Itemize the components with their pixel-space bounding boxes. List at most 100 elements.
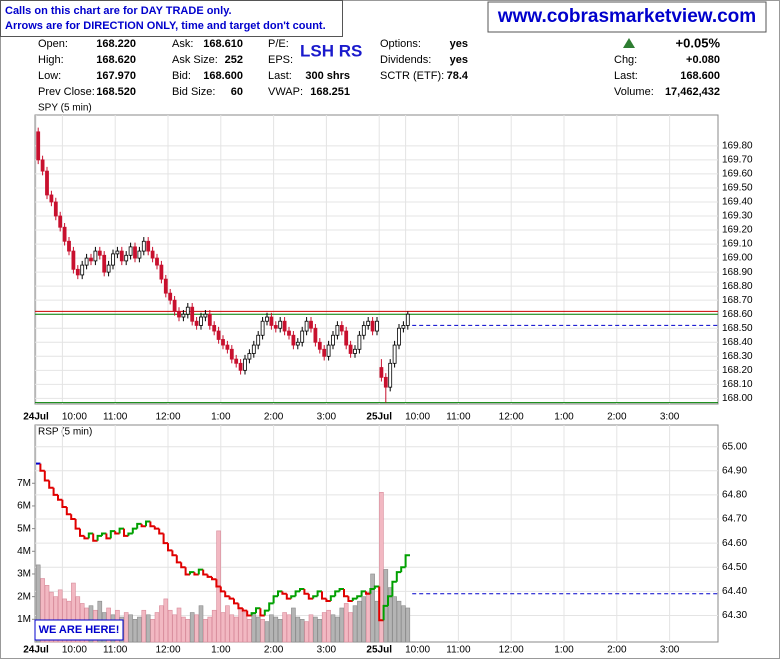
y-tick-label: 169.30 bbox=[722, 211, 753, 222]
volume-bar bbox=[361, 596, 367, 643]
price-step bbox=[312, 595, 318, 599]
quote-label: Low: bbox=[38, 70, 61, 82]
panel-title: SPY (5 min) bbox=[38, 103, 92, 114]
x-tick-label: 2:00 bbox=[607, 645, 627, 656]
price-step bbox=[228, 596, 234, 600]
candle-body bbox=[375, 320, 379, 332]
volume-bar bbox=[167, 609, 173, 643]
quote-value: 168.620 bbox=[96, 54, 136, 66]
volume-bar bbox=[233, 616, 239, 643]
candle-body bbox=[146, 240, 151, 252]
price-step bbox=[321, 591, 327, 600]
price-step bbox=[206, 574, 212, 578]
y-tick-label: 169.00 bbox=[722, 253, 753, 264]
volume-bar bbox=[304, 621, 309, 643]
price-step bbox=[83, 535, 89, 540]
y-tick-label: 169.40 bbox=[722, 197, 753, 208]
price-step bbox=[162, 533, 168, 545]
price-step bbox=[197, 568, 204, 575]
candle-body bbox=[221, 339, 225, 346]
x-tick-label: 3:00 bbox=[317, 412, 337, 423]
volume-bar bbox=[225, 605, 230, 643]
price-step bbox=[268, 602, 274, 611]
price-step bbox=[52, 487, 58, 496]
volume-bar bbox=[194, 614, 199, 643]
volume-bar bbox=[365, 591, 371, 643]
volume-tick-label: 4M bbox=[17, 546, 31, 557]
candle-body bbox=[326, 344, 331, 357]
x-tick-label: 10:00 bbox=[62, 645, 87, 656]
price-step bbox=[325, 598, 331, 603]
volume-bar bbox=[137, 616, 142, 643]
candle-body bbox=[357, 334, 362, 350]
price-step bbox=[263, 609, 270, 616]
quote-value: yes bbox=[450, 38, 468, 50]
quote-label: Open: bbox=[38, 38, 68, 50]
quote-label: Bid: bbox=[172, 70, 191, 82]
candle-body bbox=[339, 325, 344, 332]
quote-value: 168.251 bbox=[310, 86, 350, 98]
quote-label: Volume: bbox=[614, 86, 654, 98]
volume-bar bbox=[40, 578, 45, 643]
quote-label: Last: bbox=[268, 70, 292, 82]
y-tick-label: 169.70 bbox=[722, 155, 753, 166]
candle-body bbox=[45, 170, 49, 196]
price-step bbox=[369, 587, 375, 594]
quote-label: VWAP: bbox=[268, 86, 303, 98]
candle-body bbox=[102, 254, 107, 273]
price-step bbox=[48, 480, 54, 489]
x-tick-label: 3:00 bbox=[660, 412, 680, 423]
volume-bar bbox=[211, 609, 217, 643]
quote-value: yes bbox=[450, 54, 468, 66]
y-tick-label: 168.70 bbox=[722, 295, 753, 306]
price-step bbox=[277, 590, 283, 597]
y-tick-label: 168.80 bbox=[722, 281, 753, 292]
candle-body bbox=[243, 358, 247, 371]
candle-body bbox=[331, 334, 335, 346]
quote-value: 167.970 bbox=[96, 70, 136, 82]
x-tick-label: 2:00 bbox=[264, 645, 284, 656]
price-step bbox=[303, 588, 309, 595]
price-step bbox=[211, 576, 217, 581]
volume-bar bbox=[242, 612, 248, 643]
candle-body bbox=[370, 320, 375, 332]
price-step bbox=[114, 531, 120, 535]
x-tick-label: 11:00 bbox=[103, 412, 128, 423]
price-step bbox=[184, 567, 190, 576]
spy-panel bbox=[34, 114, 719, 405]
x-tick-label: 12:00 bbox=[499, 645, 524, 656]
volume-bar bbox=[35, 564, 41, 643]
candle-body bbox=[291, 334, 296, 346]
candle-body bbox=[348, 344, 353, 354]
y-tick-label: 168.40 bbox=[722, 337, 753, 348]
candle-body bbox=[115, 250, 120, 255]
candle-body bbox=[71, 250, 76, 270]
candle-body bbox=[124, 254, 129, 262]
x-tick-label: 10:00 bbox=[405, 645, 430, 656]
quote-value: 168.600 bbox=[680, 70, 720, 82]
price-step bbox=[136, 522, 142, 529]
price-step bbox=[224, 591, 230, 598]
volume-bar bbox=[374, 600, 380, 643]
price-step bbox=[233, 598, 239, 605]
y-tick-label: 64.40 bbox=[722, 586, 747, 597]
volume-bar bbox=[392, 596, 397, 643]
volume-bar bbox=[339, 607, 345, 643]
candle-body bbox=[133, 246, 137, 259]
price-step bbox=[127, 532, 133, 536]
price-step bbox=[175, 555, 182, 564]
volume-bar bbox=[128, 614, 133, 643]
candle-body bbox=[361, 325, 366, 336]
volume-bar bbox=[387, 587, 393, 643]
candle-body bbox=[383, 376, 388, 388]
quote-value: 300 shrs bbox=[305, 70, 350, 82]
quote-label: Bid Size: bbox=[172, 86, 215, 98]
x-tick-label: 1:00 bbox=[554, 645, 574, 656]
candle-body bbox=[141, 240, 146, 252]
volume-tick-label: 2M bbox=[17, 591, 31, 602]
price-step bbox=[360, 590, 366, 597]
volume-bar bbox=[220, 612, 226, 643]
x-tick-label: 2:00 bbox=[607, 412, 627, 423]
volume-bar bbox=[405, 607, 411, 643]
